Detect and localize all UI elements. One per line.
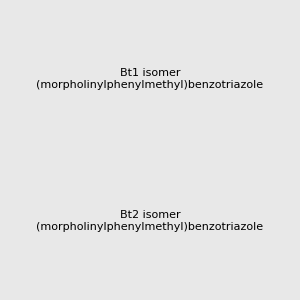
Text: Bt2 isomer
(morpholinylphenylmethyl)benzotriazole: Bt2 isomer (morpholinylphenylmethyl)benz…: [36, 211, 264, 232]
Text: Bt1 isomer
(morpholinylphenylmethyl)benzotriazole: Bt1 isomer (morpholinylphenylmethyl)benz…: [36, 68, 264, 89]
